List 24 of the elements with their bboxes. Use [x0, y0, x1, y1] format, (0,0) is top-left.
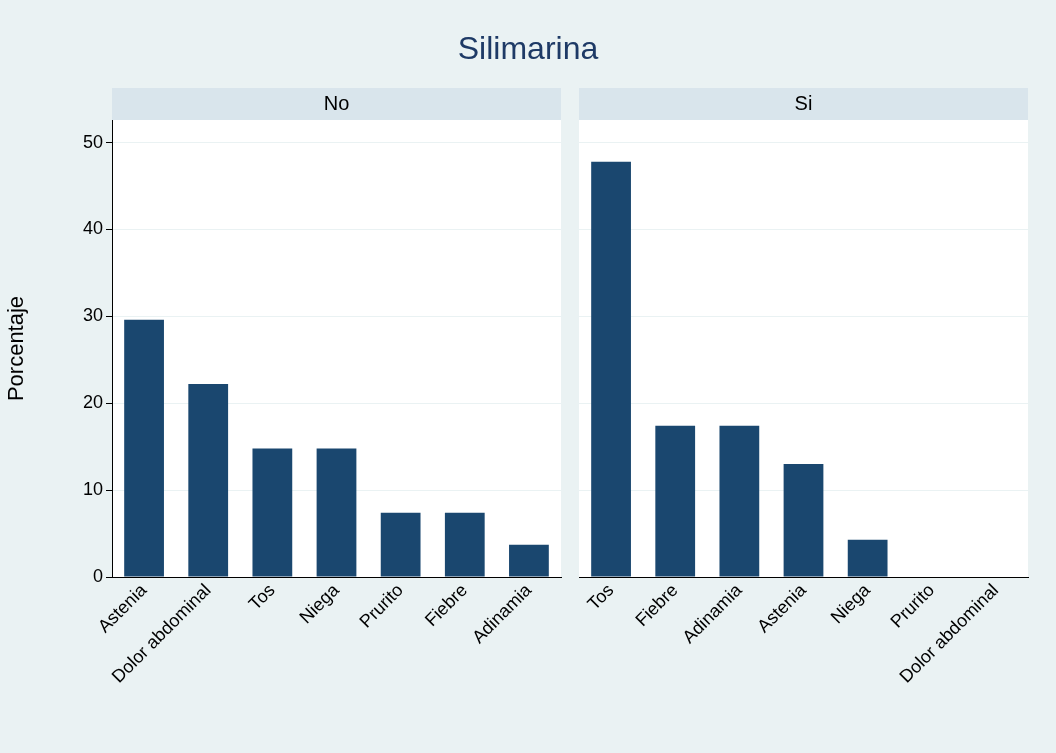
bar — [252, 448, 293, 577]
y-tick-label: 40 — [82, 218, 103, 239]
chart-subtitle: Si — [794, 91, 813, 114]
bar — [655, 425, 696, 577]
bar — [847, 539, 888, 577]
chart-subtitle: No — [323, 91, 350, 114]
bar — [188, 384, 229, 577]
bar — [509, 544, 549, 577]
y-tick-label: 0 — [92, 565, 103, 586]
x-tick-label: Tos — [244, 579, 279, 614]
y-tick-label: 20 — [82, 392, 103, 413]
bar — [380, 512, 421, 577]
chart-title: Silimarina — [456, 30, 600, 67]
y-tick-label: 30 — [82, 305, 103, 326]
bar — [444, 512, 485, 577]
bar — [591, 161, 631, 577]
y-tick-label: 50 — [82, 131, 103, 152]
bar — [124, 319, 164, 577]
x-tick-label: Tos — [583, 579, 618, 614]
bar — [783, 464, 824, 577]
bar — [316, 448, 357, 577]
y-axis-title: Porcentaje — [3, 295, 29, 402]
y-tick-label: 10 — [82, 479, 103, 500]
bar — [719, 425, 760, 577]
